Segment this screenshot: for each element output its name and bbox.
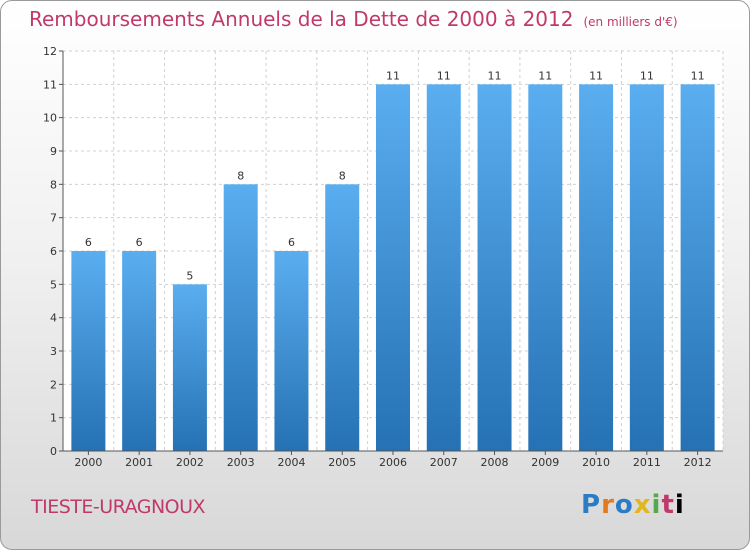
bar	[122, 251, 156, 451]
bar-chart: 6 6586811 11 11 11 11 11 11 0123456789101112200…	[1, 1, 750, 550]
x-tick-label: 2012	[684, 456, 712, 469]
logo-letter: P	[581, 490, 601, 520]
x-tick-label: 2011	[633, 456, 661, 469]
bar	[478, 84, 512, 451]
y-tick-label: 1	[50, 412, 57, 425]
x-tick-label: 2007	[430, 456, 458, 469]
logo-letter: i	[675, 490, 685, 520]
bar-value-label: 11	[538, 69, 552, 82]
y-tick-label: 0	[50, 445, 57, 458]
x-tick-label: 2003	[227, 456, 255, 469]
bar	[224, 184, 258, 451]
bar	[173, 284, 207, 451]
x-tick-label: 2010	[582, 456, 610, 469]
bar	[427, 84, 461, 451]
bar	[579, 84, 613, 451]
bar	[71, 251, 105, 451]
y-tick-label: 6	[50, 245, 57, 258]
bar-value-label: 11	[437, 69, 451, 82]
logo-letter: t	[661, 490, 674, 520]
commune-name: TIESTE-URAGNOUX	[31, 496, 205, 518]
bar-value-label: 11	[640, 69, 654, 82]
y-tick-label: 2	[50, 378, 57, 391]
bar-value-label: 6	[85, 236, 92, 249]
bar	[274, 251, 308, 451]
y-tick-label: 11	[43, 78, 57, 91]
x-tick-label: 2005	[328, 456, 356, 469]
x-tick-label: 2002	[176, 456, 204, 469]
y-tick-label: 12	[43, 45, 57, 58]
bar-value-label: 11	[691, 69, 705, 82]
logo-letter: o	[615, 490, 634, 520]
bar	[630, 84, 664, 451]
x-tick-label: 2009	[531, 456, 559, 469]
logo-letter: r	[601, 490, 615, 520]
x-tick-label: 2000	[74, 456, 102, 469]
bar-value-label: 8	[339, 169, 346, 182]
y-tick-label: 5	[50, 278, 57, 291]
bar-value-label: 11	[488, 69, 502, 82]
x-tick-label: 2004	[277, 456, 305, 469]
bar-value-label: 11	[589, 69, 603, 82]
bar-value-label: 6	[288, 236, 295, 249]
logo-letter: i	[652, 490, 662, 520]
y-tick-label: 10	[43, 112, 57, 125]
logo-letter: x	[634, 490, 652, 520]
y-tick-label: 8	[50, 178, 57, 191]
bar-value-label: 8	[237, 169, 244, 182]
bar	[528, 84, 562, 451]
y-tick-label: 4	[50, 312, 57, 325]
y-tick-label: 3	[50, 345, 57, 358]
bar	[376, 84, 410, 451]
y-tick-label: 9	[50, 145, 57, 158]
bar	[681, 84, 715, 451]
bar	[325, 184, 359, 451]
x-tick-label: 2001	[125, 456, 153, 469]
x-tick-label: 2006	[379, 456, 407, 469]
y-tick-label: 7	[50, 212, 57, 225]
bar-value-label: 6	[136, 236, 143, 249]
bar-value-label: 5	[186, 269, 193, 282]
proxiti-logo[interactable]: Proxiti	[581, 490, 685, 520]
x-tick-label: 2008	[481, 456, 509, 469]
bar-value-label: 11	[386, 69, 400, 82]
chart-frame: Remboursements Annuels de la Dette de 20…	[0, 0, 750, 550]
